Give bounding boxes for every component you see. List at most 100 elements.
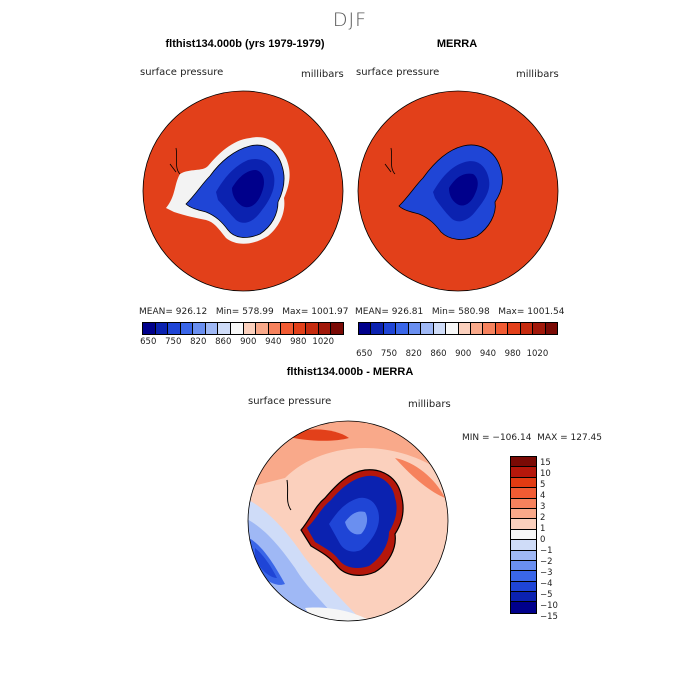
- left-colorbar: [142, 322, 344, 335]
- right-colorbar-swatch: [359, 323, 372, 334]
- diff-stats: MIN = −106.14 MAX = 127.45: [462, 433, 603, 443]
- right-colorbar-tick-label: 750: [380, 349, 398, 359]
- left-colorbar-tick-label: 940: [265, 337, 282, 347]
- right-units-label: millibars: [516, 69, 559, 80]
- left-colorbar-swatch: [230, 323, 244, 334]
- right-colorbar-swatch: [383, 323, 397, 334]
- left-colorbar-swatch: [331, 323, 343, 334]
- diff-colorbar-swatch: [511, 508, 536, 520]
- right-colorbar-tick-label: 980: [504, 349, 521, 359]
- right-colorbar: [358, 322, 558, 335]
- diff-colorbar-tick-label: −4: [540, 579, 553, 590]
- right-colorbar-tick-label: 860: [430, 349, 447, 359]
- left-colorbar-swatch: [193, 323, 206, 334]
- left-colorbar-swatch: [268, 323, 282, 334]
- left-stats: MEAN= 926.12 Min= 578.99 Max= 1001.97: [139, 307, 349, 317]
- diff-colorbar-swatch: [511, 550, 536, 561]
- diff-colorbar-swatch: [511, 592, 536, 603]
- left-polar-map: [142, 90, 344, 292]
- diff-colorbar-tick-label: 15: [540, 457, 551, 468]
- diff-colorbar-swatch: [511, 529, 536, 541]
- diff-colorbar-swatch: [511, 602, 536, 613]
- left-colorbar-swatch: [155, 323, 169, 334]
- right-colorbar-ticks: 650 750 820 860 900 940 980 1020: [356, 349, 556, 361]
- right-colorbar-swatch: [396, 323, 409, 334]
- right-colorbar-swatch: [458, 323, 471, 334]
- diff-colorbar-tick-label: −15: [540, 612, 558, 623]
- right-colorbar-swatch: [446, 323, 459, 334]
- diff-colorbar-ticks: 15 10 5 4 3 2 1 0 −1 −2 −3 −4 −5 −10 −15: [540, 457, 580, 623]
- diff-colorbar-tick-label: 5: [540, 479, 546, 490]
- right-colorbar-swatch: [433, 323, 447, 334]
- diff-variable-label: surface pressure: [248, 396, 332, 407]
- season-title: DJF: [332, 9, 368, 31]
- diff-colorbar-swatch: [511, 540, 536, 551]
- right-panel-title: MERRA: [436, 38, 478, 50]
- diff-colorbar-tick-label: 2: [540, 512, 546, 523]
- diff-polar-map: [247, 420, 449, 622]
- left-colorbar-tick-label: 820: [190, 337, 207, 347]
- diff-colorbar-tick-label: −1: [540, 546, 553, 557]
- right-colorbar-tick-label: 650: [356, 349, 373, 359]
- diff-units-label: millibars: [408, 399, 451, 410]
- diff-colorbar-swatch: [511, 581, 536, 593]
- left-colorbar-ticks: 650 750 820 860 900 940 980 1020: [140, 337, 342, 349]
- diff-colorbar-tick-label: 3: [540, 501, 546, 512]
- left-colorbar-swatch: [281, 323, 294, 334]
- left-colorbar-swatch: [306, 323, 319, 334]
- left-colorbar-swatch: [256, 323, 269, 334]
- diff-colorbar-swatch: [511, 498, 536, 509]
- left-units-label: millibars: [301, 69, 344, 80]
- diff-colorbar-tick-label: 10: [540, 468, 551, 479]
- diff-colorbar: [510, 456, 537, 614]
- left-colorbar-swatch: [180, 323, 194, 334]
- diff-colorbar-tick-label: 4: [540, 490, 546, 501]
- right-polar-map: [357, 90, 559, 292]
- left-colorbar-swatch: [143, 323, 156, 334]
- right-colorbar-swatch: [371, 323, 384, 334]
- right-colorbar-tick-label: 940: [479, 349, 497, 359]
- right-colorbar-swatch: [421, 323, 434, 334]
- left-colorbar-swatch: [293, 323, 307, 334]
- right-colorbar-swatch: [545, 323, 557, 334]
- diff-colorbar-swatch: [511, 477, 536, 489]
- right-stats: MEAN= 926.81 Min= 580.98 Max= 1001.54: [355, 307, 565, 317]
- right-colorbar-swatch: [533, 323, 546, 334]
- diff-colorbar-swatch: [511, 519, 536, 530]
- right-colorbar-swatch: [508, 323, 521, 334]
- left-variable-label: surface pressure: [140, 67, 224, 78]
- diff-colorbar-swatch: [511, 560, 536, 572]
- right-colorbar-swatch: [495, 323, 509, 334]
- diff-colorbar-tick-label: −3: [540, 568, 553, 579]
- left-colorbar-swatch: [205, 323, 219, 334]
- left-colorbar-swatch: [318, 323, 332, 334]
- right-colorbar-swatch: [408, 323, 422, 334]
- right-colorbar-tick-label: 820: [405, 349, 422, 359]
- right-colorbar-swatch: [520, 323, 534, 334]
- left-panel-title: flthist134.000b (yrs 1979-1979): [165, 38, 325, 50]
- left-colorbar-tick-label: 1020: [312, 337, 335, 347]
- diff-colorbar-tick-label: −10: [540, 601, 558, 612]
- diff-colorbar-tick-label: −5: [540, 590, 553, 601]
- diff-colorbar-swatch: [511, 488, 536, 499]
- left-colorbar-swatch: [243, 323, 257, 334]
- diff-panel-title: flthist134.000b - MERRA: [286, 366, 414, 378]
- right-colorbar-tick-label: 900: [455, 349, 472, 359]
- left-colorbar-swatch: [218, 323, 231, 334]
- left-colorbar-tick-label: 750: [165, 337, 182, 347]
- diff-colorbar-tick-label: 1: [540, 523, 546, 534]
- right-colorbar-tick-label: 1020: [526, 349, 549, 359]
- left-colorbar-tick-label: 980: [290, 337, 307, 347]
- right-colorbar-swatch: [470, 323, 484, 334]
- diff-colorbar-tick-label: −2: [540, 557, 553, 568]
- right-variable-label: surface pressure: [356, 67, 440, 78]
- left-colorbar-tick-label: 650: [140, 337, 157, 347]
- diff-colorbar-swatch: [511, 457, 536, 468]
- left-colorbar-tick-label: 860: [215, 337, 232, 347]
- right-colorbar-swatch: [483, 323, 496, 334]
- left-colorbar-swatch: [168, 323, 181, 334]
- diff-colorbar-swatch: [511, 467, 536, 478]
- diff-colorbar-tick-label: 0: [540, 535, 546, 545]
- left-colorbar-tick-label: 900: [240, 337, 257, 347]
- diff-colorbar-swatch: [511, 571, 536, 582]
